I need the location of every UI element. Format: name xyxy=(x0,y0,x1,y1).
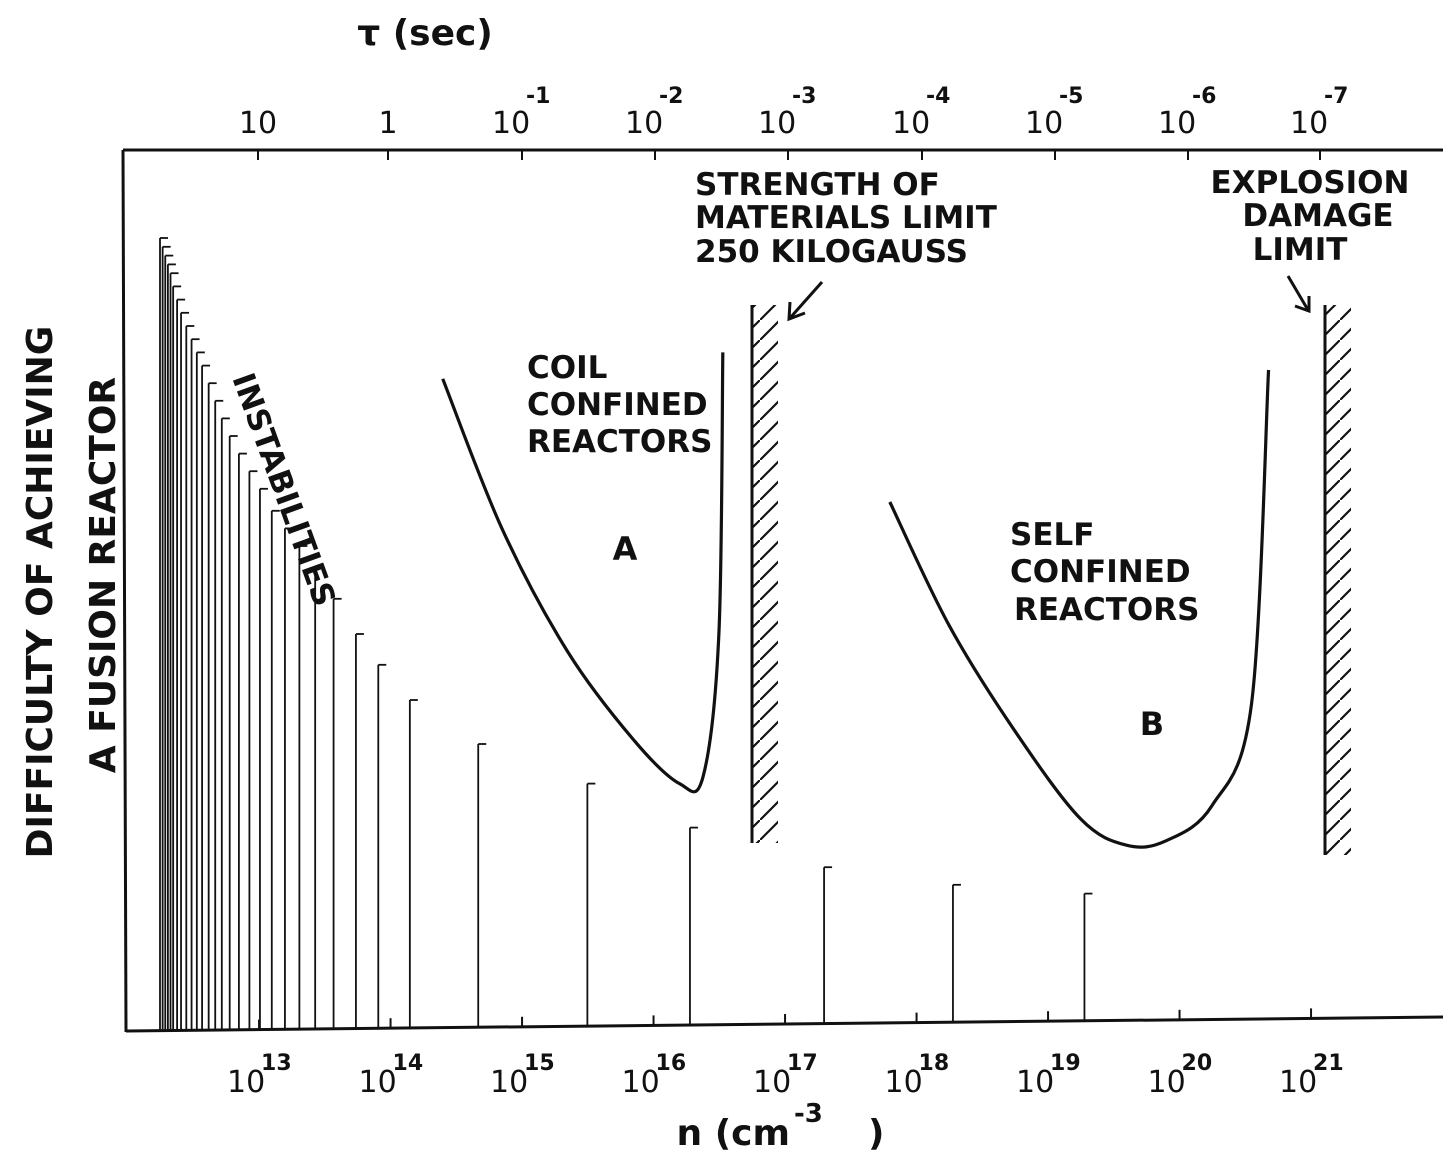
top-tick-label: 10 xyxy=(1158,106,1196,141)
top-tick-label: 10 xyxy=(492,106,530,141)
bottom-tick-label: 10 xyxy=(622,1065,660,1100)
bottom-tick-exponent: 19 xyxy=(1050,1051,1081,1076)
explosion-limit-line-3: LIMIT xyxy=(1253,232,1348,268)
bottom-tick-exponent: 13 xyxy=(261,1051,292,1076)
strength-limit-line-1: STRENGTH OF xyxy=(695,167,940,203)
top-tick-label: 1 xyxy=(378,106,397,141)
x-axis-title-exponent: -3 xyxy=(794,1099,823,1129)
explosion-limit-line-2: DAMAGE xyxy=(1242,198,1393,234)
bottom-tick-label: 10 xyxy=(1148,1065,1186,1100)
top-tick-exponent: -6 xyxy=(1192,84,1216,109)
bottom-tick-label: 10 xyxy=(1016,1065,1054,1100)
top-tick-label: 10 xyxy=(1290,106,1328,141)
top-tick-label: 10 xyxy=(1025,106,1063,141)
left-axis-line xyxy=(121,149,128,1033)
plot-frame xyxy=(121,148,1443,1033)
coil-label-line-1: COIL xyxy=(527,350,607,386)
coil-confined-curve xyxy=(441,352,725,794)
coil-label-line-3: REACTORS xyxy=(527,424,713,460)
bottom-tick-exponent: 15 xyxy=(524,1051,555,1076)
y-axis-title-line-1: DIFFICULTY OF ACHIEVING xyxy=(20,326,61,859)
curve-b-letter: B xyxy=(1140,705,1164,743)
top-tick-exponent: -5 xyxy=(1059,84,1083,109)
self-label-line-2: CONFINED xyxy=(1010,554,1191,590)
top-tick-group: 10 1 10-110-210-310-410-510-610-7 xyxy=(239,84,1348,160)
limit-walls xyxy=(750,305,1351,855)
explosion-limit-line-1: EXPLOSION xyxy=(1211,165,1410,201)
bottom-tick-label: 10 xyxy=(227,1065,265,1100)
top-tick-exponent: -3 xyxy=(792,84,816,109)
instabilities-label: INSTABILITIES xyxy=(224,368,342,611)
x-axis-title-close: ) xyxy=(868,1113,884,1153)
bottom-axis-line xyxy=(125,1015,1443,1033)
reactor-curves xyxy=(441,352,1271,849)
bottom-tick-label: 10 xyxy=(490,1065,528,1100)
bottom-tick-label: 10 xyxy=(359,1065,397,1100)
bottom-tick-exponent: 20 xyxy=(1182,1051,1213,1076)
top-tick-label: 10 xyxy=(892,106,930,141)
y-axis-title-line-2: A FUSION REACTOR xyxy=(83,377,124,773)
self-label-line-3: REACTORS xyxy=(1014,592,1200,628)
strength-limit-arrow xyxy=(787,281,824,322)
instability-bars xyxy=(159,237,1093,1031)
top-tick-exponent: -2 xyxy=(659,84,683,109)
top-tick-label: 10 xyxy=(239,106,277,141)
top-tick-exponent: -4 xyxy=(926,84,950,109)
strength-limit-line-3: 250 KILOGAUSS xyxy=(695,234,968,270)
bottom-tick-exponent: 17 xyxy=(787,1051,818,1076)
strength-limit-line-2: MATERIALS LIMIT xyxy=(695,200,997,236)
bottom-tick-exponent: 21 xyxy=(1313,1051,1344,1076)
curve-a-letter: A xyxy=(613,530,638,568)
top-tick-exponent: -1 xyxy=(526,84,550,109)
explosion-limit-wall xyxy=(1325,305,1351,855)
bottom-tick-label: 10 xyxy=(885,1065,923,1100)
top-tick-label: 10 xyxy=(758,106,796,141)
bottom-tick-label: 10 xyxy=(1279,1065,1317,1100)
strength-limit-wall xyxy=(752,305,778,843)
explosion-limit-arrow xyxy=(1286,275,1311,314)
self-confined-curve xyxy=(888,369,1271,849)
bottom-tick-exponent: 18 xyxy=(919,1051,950,1076)
bottom-tick-label: 10 xyxy=(753,1065,791,1100)
bottom-tick-exponent: 16 xyxy=(656,1051,687,1076)
bottom-tick-exponent: 14 xyxy=(393,1051,424,1076)
top-tick-label: 10 xyxy=(625,106,663,141)
self-label-line-1: SELF xyxy=(1010,517,1094,553)
coil-label-line-2: CONFINED xyxy=(527,387,708,423)
top-tick-exponent: -7 xyxy=(1324,84,1348,109)
x-axis-title: n (cm xyxy=(677,1113,790,1153)
top-axis-title: τ (sec) xyxy=(357,13,493,54)
